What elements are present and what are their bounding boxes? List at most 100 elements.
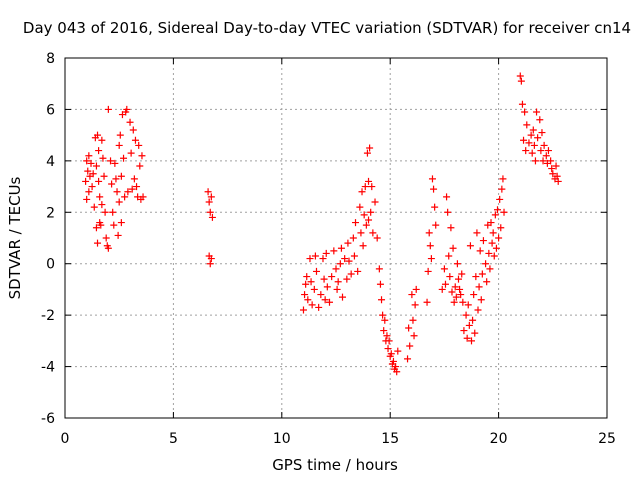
data-point [441, 280, 449, 288]
data-point [554, 177, 562, 185]
data-point [136, 162, 144, 170]
data-point [337, 244, 345, 252]
data-point [109, 208, 117, 216]
data-point [412, 285, 420, 293]
y-tick-label: 6 [46, 102, 55, 118]
data-point [112, 175, 120, 183]
data-point [83, 157, 91, 165]
axes: 0 5 10 15 20 25 -6 -4 -2 0 2 4 6 8 [41, 51, 616, 447]
data-point [92, 224, 100, 232]
data-point [206, 208, 214, 216]
data-point [520, 136, 528, 144]
grid-lines [65, 58, 607, 418]
data-point [537, 147, 545, 155]
data-point [97, 221, 105, 229]
data-point [345, 257, 353, 265]
data-point [376, 280, 384, 288]
data-point [83, 195, 91, 203]
data-point [336, 260, 344, 268]
data-point [369, 229, 377, 237]
y-tick-label: -2 [41, 308, 55, 324]
data-point [349, 234, 357, 242]
data-point [375, 265, 383, 273]
data-point [409, 316, 417, 324]
y-tick-label: -6 [41, 411, 55, 427]
data-point [489, 229, 497, 237]
data-point [334, 278, 342, 286]
data-point [473, 229, 481, 237]
data-point [474, 306, 482, 314]
data-point [447, 224, 455, 232]
data-point [310, 285, 318, 293]
data-point [491, 211, 499, 219]
data-point [126, 118, 134, 126]
data-point [527, 131, 535, 139]
data-point [368, 183, 376, 191]
y-tick-label: 0 [46, 257, 55, 273]
data-point [124, 188, 132, 196]
data-point [383, 332, 391, 340]
data-point [531, 157, 539, 165]
data-point [476, 247, 484, 255]
data-point [360, 211, 368, 219]
data-point [387, 350, 395, 358]
data-point [123, 105, 131, 113]
data-point [408, 291, 416, 299]
data-point [131, 136, 139, 144]
data-point [440, 265, 448, 273]
data-point [129, 126, 137, 134]
data-point [113, 188, 121, 196]
x-tick-label: 25 [598, 431, 616, 447]
data-point [361, 183, 369, 191]
data-point [487, 219, 495, 227]
data-point [432, 221, 440, 229]
data-point [469, 316, 477, 324]
data-point [405, 324, 413, 332]
data-point [389, 357, 397, 365]
data-point [138, 152, 146, 160]
data-point [495, 234, 503, 242]
data-point [410, 332, 418, 340]
data-point [206, 260, 214, 268]
data-point [98, 136, 106, 144]
data-point [494, 206, 502, 214]
data-point [552, 162, 560, 170]
data-point [107, 157, 115, 165]
data-point [102, 234, 110, 242]
data-point [466, 242, 474, 250]
data-point [393, 368, 401, 376]
x-tick-label: 10 [273, 431, 291, 447]
data-point [320, 275, 328, 283]
y-tick-label: 8 [46, 51, 55, 67]
data-point [98, 201, 106, 209]
data-point [306, 255, 314, 263]
data-point [100, 172, 108, 180]
data-point [448, 288, 456, 296]
data-point [452, 293, 460, 301]
data-point [85, 188, 93, 196]
data-point [499, 175, 507, 183]
data-point [101, 208, 109, 216]
data-point [90, 203, 98, 211]
data-point [496, 195, 504, 203]
data-point [404, 355, 412, 363]
data-point [88, 183, 96, 191]
data-point [438, 285, 446, 293]
data-point [430, 185, 438, 193]
data-point [357, 229, 365, 237]
data-point [521, 108, 529, 116]
data-point [301, 291, 309, 299]
data-point [207, 193, 215, 201]
chart-title: Day 043 of 2016, Sidereal Day-to-day VTE… [23, 19, 631, 37]
data-point [87, 159, 95, 167]
data-point [542, 152, 550, 160]
data-point [111, 159, 119, 167]
data-point [406, 342, 414, 350]
data-point [317, 291, 325, 299]
data-point [445, 252, 453, 260]
data-point [517, 77, 525, 85]
data-point [456, 285, 464, 293]
data-point [538, 129, 546, 137]
data-point [411, 301, 419, 309]
